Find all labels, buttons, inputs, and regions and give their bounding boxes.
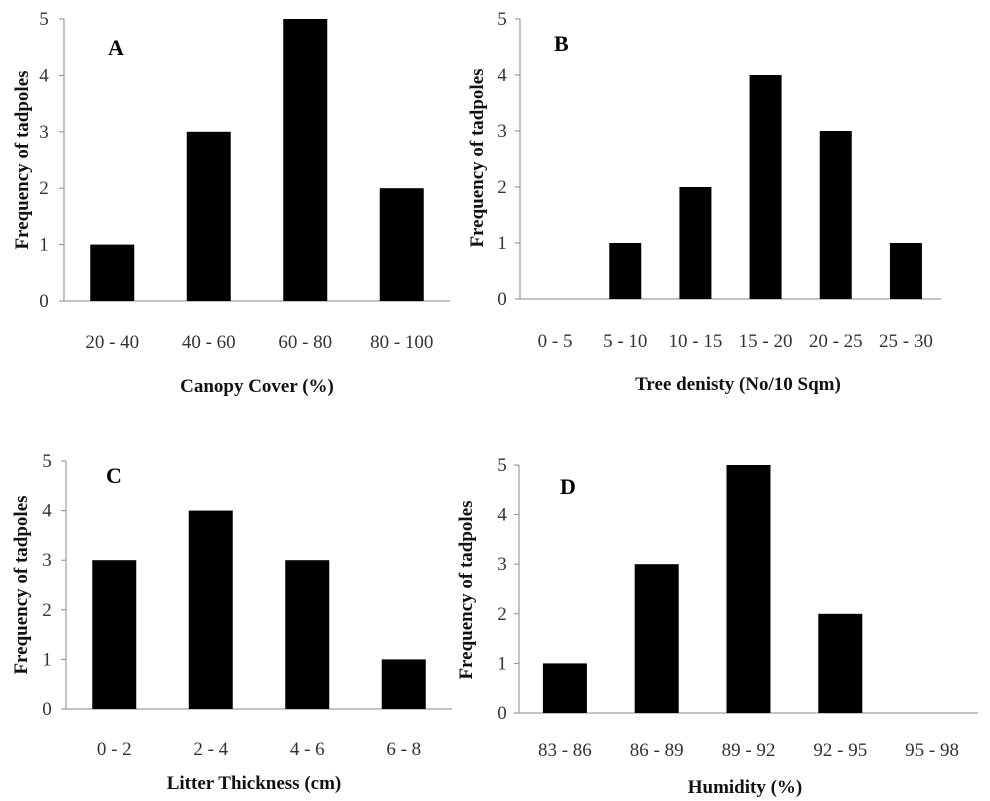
y-tick-label: 5 bbox=[42, 451, 52, 472]
x-tick-label: 10 - 15 bbox=[669, 331, 723, 352]
y-axis-title: Frequency of tadpoles bbox=[467, 68, 488, 247]
bar-c-3 bbox=[381, 659, 426, 709]
x-tick-label: 0 - 2 bbox=[97, 739, 132, 760]
x-tick-label: 15 - 20 bbox=[739, 331, 793, 352]
panel-label: A bbox=[108, 35, 124, 60]
y-tick-label: 2 bbox=[39, 178, 49, 199]
bar-a-2 bbox=[283, 19, 328, 301]
bar-b-2 bbox=[679, 187, 712, 299]
y-tick-label: 4 bbox=[497, 505, 507, 526]
x-tick-label: 92 - 95 bbox=[813, 740, 867, 761]
y-tick-label: 0 bbox=[497, 703, 507, 724]
bar-b-3 bbox=[749, 75, 782, 299]
y-tick-label: 4 bbox=[39, 65, 49, 86]
y-tick-label: 3 bbox=[497, 554, 507, 575]
x-tick-label: 20 - 25 bbox=[809, 331, 863, 352]
y-tick-label: 1 bbox=[39, 235, 49, 256]
bar-c-2 bbox=[285, 560, 330, 709]
x-tick-label: 83 - 86 bbox=[538, 740, 592, 761]
y-tick-label: 0 bbox=[497, 289, 507, 310]
x-tick-label: 60 - 80 bbox=[278, 332, 332, 353]
y-tick-label: 5 bbox=[497, 455, 507, 476]
bar-b-5 bbox=[889, 243, 922, 299]
x-tick-label: 5 - 10 bbox=[603, 331, 647, 352]
x-tick-label: 95 - 98 bbox=[905, 740, 959, 761]
y-tick-label: 5 bbox=[39, 9, 49, 30]
x-axis-title: Tree denisty (No/10 Sqm) bbox=[635, 374, 841, 395]
panel-label: B bbox=[554, 31, 569, 56]
y-tick-label: 0 bbox=[39, 291, 49, 312]
panel-label: C bbox=[106, 463, 122, 488]
chart-panel-a: 0 1 2 3 4 5 20 - 40 40 - 60 60 - 80 80 - 100 Canop… bbox=[12, 9, 450, 397]
y-tick-label: 2 bbox=[497, 177, 507, 198]
y-tick-label: 4 bbox=[42, 501, 52, 522]
y-axis-title: Frequency of tadpoles bbox=[11, 495, 32, 674]
x-axis-title: Litter Thickness (cm) bbox=[167, 773, 342, 794]
bar-a-3 bbox=[379, 188, 424, 301]
bar-c-0 bbox=[92, 560, 137, 709]
bar-d-0 bbox=[542, 663, 587, 713]
y-axis-title: Frequency of tadpoles bbox=[456, 500, 477, 679]
chart-panel-d: 0 1 2 3 4 5 83 - 86 86 - 89 89 - 92 92 - 95 95 - 9… bbox=[456, 455, 978, 798]
x-tick-label: 4 - 6 bbox=[290, 739, 325, 760]
x-tick-label: 0 - 5 bbox=[538, 331, 573, 352]
panel-label: D bbox=[560, 474, 576, 499]
y-tick-label: 3 bbox=[497, 121, 507, 142]
bar-a-0 bbox=[90, 244, 135, 301]
x-tick-label: 2 - 4 bbox=[193, 739, 228, 760]
bar-d-2 bbox=[726, 465, 771, 713]
y-tick-label: 3 bbox=[39, 122, 49, 143]
y-axis-title: Frequency of tadpoles bbox=[12, 70, 33, 249]
bar-a-1 bbox=[186, 131, 231, 301]
bar-d-1 bbox=[634, 564, 679, 713]
x-tick-label: 25 - 30 bbox=[879, 331, 933, 352]
x-tick-label: 89 - 92 bbox=[722, 740, 776, 761]
x-tick-label: 86 - 89 bbox=[630, 740, 684, 761]
bar-b-1 bbox=[609, 243, 642, 299]
x-axis-title: Humidity (%) bbox=[688, 777, 803, 798]
y-tick-label: 2 bbox=[497, 604, 507, 625]
x-tick-label: 6 - 8 bbox=[386, 739, 421, 760]
x-tick-label: 40 - 60 bbox=[182, 332, 236, 353]
y-tick-label: 1 bbox=[42, 649, 52, 670]
x-tick-label: 80 - 100 bbox=[370, 332, 433, 353]
bar-b-4 bbox=[819, 131, 852, 299]
bar-d-3 bbox=[818, 613, 863, 713]
y-tick-label: 3 bbox=[42, 550, 52, 571]
y-tick-label: 0 bbox=[42, 699, 52, 720]
y-tick-label: 2 bbox=[42, 600, 52, 621]
y-tick-label: 1 bbox=[497, 653, 507, 674]
chart-panel-b: 0 1 2 3 4 5 0 - 5 5 - 10 10 - 15 15 - 20 20 - 25 25… bbox=[467, 9, 941, 395]
chart-panel-c: 0 1 2 3 4 5 0 - 2 2 - 4 4 - 6 6 - 8 Litter Thickne… bbox=[11, 451, 452, 794]
y-tick-label: 1 bbox=[497, 233, 507, 254]
x-axis-title: Canopy Cover (%) bbox=[180, 376, 334, 397]
y-tick-label: 5 bbox=[497, 9, 507, 30]
bar-c-1 bbox=[188, 510, 233, 709]
x-tick-label: 20 - 40 bbox=[85, 332, 139, 353]
y-tick-label: 4 bbox=[497, 65, 507, 86]
